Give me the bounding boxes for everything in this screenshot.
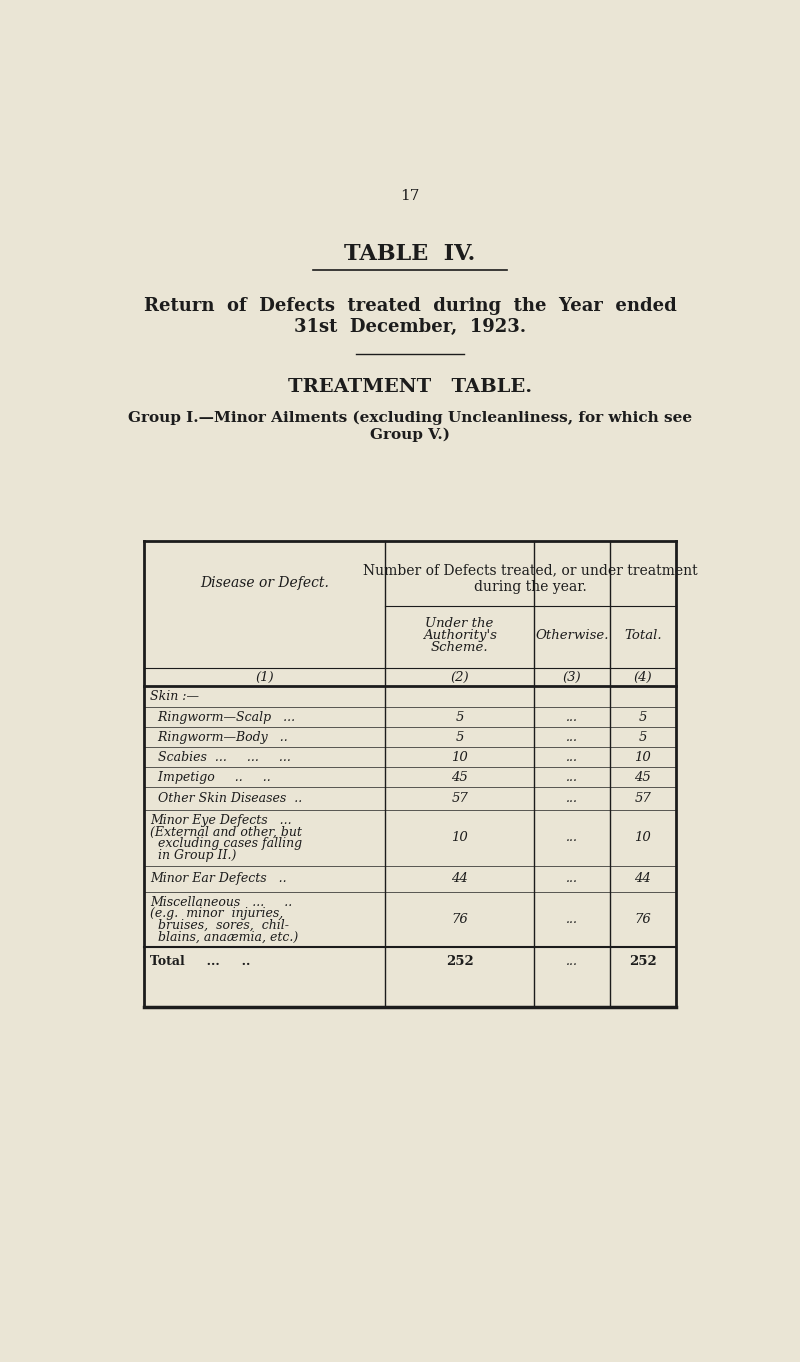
Text: (1): (1) bbox=[255, 670, 274, 684]
Text: 252: 252 bbox=[629, 955, 657, 967]
Text: Ringworm—Scalp   ...: Ringworm—Scalp ... bbox=[150, 711, 295, 723]
Text: Total     ...     ..: Total ... .. bbox=[150, 955, 250, 967]
Text: during the year.: during the year. bbox=[474, 580, 587, 594]
Text: ...: ... bbox=[566, 750, 578, 764]
Text: Authority's: Authority's bbox=[422, 629, 497, 642]
Text: Skin :—: Skin :— bbox=[150, 689, 199, 703]
Text: 10: 10 bbox=[451, 831, 468, 844]
Text: ...: ... bbox=[566, 711, 578, 723]
Text: 57: 57 bbox=[451, 793, 468, 805]
Text: (2): (2) bbox=[450, 670, 469, 684]
Text: 17: 17 bbox=[400, 189, 420, 203]
Text: Number of Defects treated, or under treatment: Number of Defects treated, or under trea… bbox=[363, 563, 698, 577]
Text: ...: ... bbox=[566, 955, 578, 967]
Text: Other Skin Diseases  ..: Other Skin Diseases .. bbox=[150, 793, 302, 805]
Text: 44: 44 bbox=[634, 872, 651, 885]
Text: blains, anaæmia, etc.): blains, anaæmia, etc.) bbox=[150, 930, 298, 944]
Text: excluding cases falling: excluding cases falling bbox=[150, 838, 302, 850]
Text: Scheme.: Scheme. bbox=[430, 642, 489, 654]
Text: TREATMENT   TABLE.: TREATMENT TABLE. bbox=[288, 377, 532, 396]
Text: 31st  December,  1923.: 31st December, 1923. bbox=[294, 319, 526, 336]
Text: Group V.): Group V.) bbox=[370, 428, 450, 441]
Text: Return  of  Defects  treated  during  the  Year  ended: Return of Defects treated during the Yea… bbox=[144, 297, 676, 315]
Text: (4): (4) bbox=[634, 670, 652, 684]
Text: Minor Ear Defects   ..: Minor Ear Defects .. bbox=[150, 872, 287, 885]
Text: 57: 57 bbox=[634, 793, 651, 805]
Text: 252: 252 bbox=[446, 955, 474, 967]
Text: ...: ... bbox=[566, 730, 578, 744]
Text: TABLE  IV.: TABLE IV. bbox=[344, 244, 476, 266]
Text: Disease or Defect.: Disease or Defect. bbox=[200, 576, 329, 590]
Text: ...: ... bbox=[566, 831, 578, 844]
Text: Minor Eye Defects   ...: Minor Eye Defects ... bbox=[150, 814, 292, 827]
Text: Total.: Total. bbox=[624, 629, 662, 642]
Text: ...: ... bbox=[566, 913, 578, 926]
Text: Scabies  ...     ...     ...: Scabies ... ... ... bbox=[150, 750, 291, 764]
Text: Otherwise.: Otherwise. bbox=[535, 629, 609, 642]
Text: 76: 76 bbox=[451, 913, 468, 926]
Text: Group I.—Minor Ailments (excluding Uncleanliness, for which see: Group I.—Minor Ailments (excluding Uncle… bbox=[128, 410, 692, 425]
Text: 44: 44 bbox=[451, 872, 468, 885]
Text: Under the: Under the bbox=[426, 617, 494, 629]
Text: ...: ... bbox=[566, 771, 578, 783]
Text: 10: 10 bbox=[634, 750, 651, 764]
Text: 5: 5 bbox=[638, 711, 647, 723]
Text: Ringworm—Body   ..: Ringworm—Body .. bbox=[150, 730, 288, 744]
Text: 10: 10 bbox=[451, 750, 468, 764]
Text: 76: 76 bbox=[634, 913, 651, 926]
Text: 5: 5 bbox=[455, 730, 464, 744]
Text: bruises,  sores,  chil-: bruises, sores, chil- bbox=[150, 919, 290, 932]
Text: Miscellaneous   ...     ..: Miscellaneous ... .. bbox=[150, 896, 293, 908]
Text: (3): (3) bbox=[562, 670, 582, 684]
Text: 5: 5 bbox=[638, 730, 647, 744]
Text: 45: 45 bbox=[451, 771, 468, 783]
Text: 10: 10 bbox=[634, 831, 651, 844]
Text: 5: 5 bbox=[455, 711, 464, 723]
Text: ...: ... bbox=[566, 793, 578, 805]
Text: ...: ... bbox=[566, 872, 578, 885]
Text: in Group II.): in Group II.) bbox=[150, 849, 237, 862]
Text: (e.g.  minor  injuries,: (e.g. minor injuries, bbox=[150, 907, 284, 921]
Text: 45: 45 bbox=[634, 771, 651, 783]
Text: Impetigo     ..     ..: Impetigo .. .. bbox=[150, 771, 271, 783]
Text: (External and other, but: (External and other, but bbox=[150, 825, 302, 839]
